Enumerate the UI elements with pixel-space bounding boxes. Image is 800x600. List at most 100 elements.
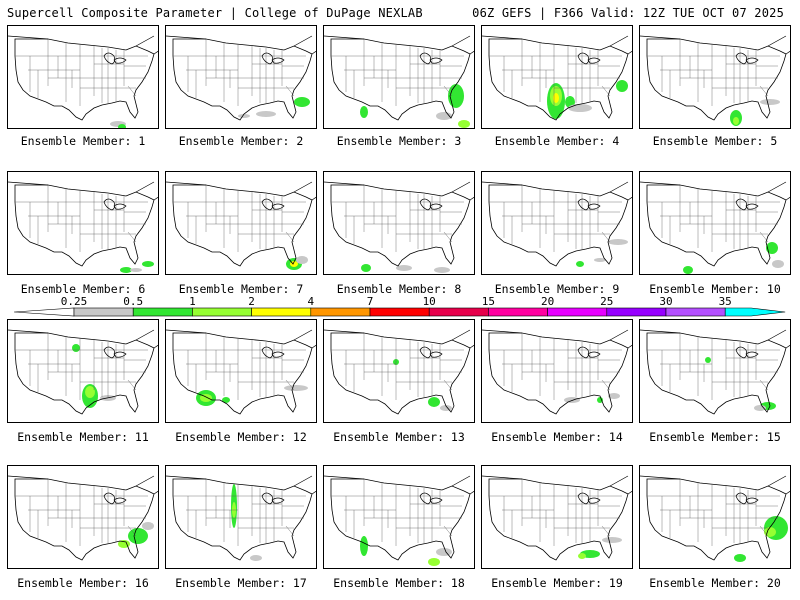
great-lakes-outline bbox=[640, 475, 790, 505]
country-outline bbox=[172, 332, 313, 415]
state-boundaries bbox=[331, 185, 464, 252]
great-lakes-outline bbox=[8, 475, 158, 505]
ensemble-member-map bbox=[639, 319, 791, 423]
scp-shaded-area bbox=[594, 258, 606, 262]
ensemble-member-label: Ensemble Member: 1 bbox=[20, 134, 146, 148]
great-lakes-outline bbox=[324, 35, 474, 65]
scp-shaded-area bbox=[296, 256, 308, 264]
scp-shaded-area bbox=[250, 555, 262, 561]
ensemble-member-label: Ensemble Member: 18 bbox=[333, 576, 465, 590]
state-boundaries bbox=[647, 39, 780, 106]
us-map bbox=[640, 35, 790, 126]
ensemble-member-map bbox=[165, 171, 317, 275]
scp-shaded-area bbox=[705, 357, 711, 363]
country-outline bbox=[488, 478, 629, 561]
scp-shaded-area bbox=[734, 554, 746, 562]
scp-shaded-area bbox=[578, 553, 586, 559]
scp-shaded-area bbox=[142, 261, 154, 267]
ensemble-member-map bbox=[481, 25, 633, 129]
colorbar-tick-label: 15 bbox=[482, 295, 495, 308]
colorbar-tick-label: 1 bbox=[189, 295, 196, 308]
scp-shaded-area bbox=[608, 239, 628, 245]
state-boundaries bbox=[15, 39, 148, 106]
great-lakes-outline bbox=[482, 181, 632, 211]
great-lakes-outline bbox=[166, 181, 316, 211]
scp-shaded-area bbox=[602, 537, 622, 543]
ensemble-member-label: Ensemble Member: 7 bbox=[178, 282, 304, 296]
scp-shaded-area bbox=[222, 397, 230, 403]
state-boundaries bbox=[489, 39, 622, 106]
us-map bbox=[324, 475, 474, 566]
scp-shaded-area bbox=[130, 268, 142, 272]
country-outline bbox=[330, 478, 471, 561]
us-map bbox=[640, 329, 790, 415]
ensemble-member-label: Ensemble Member: 14 bbox=[491, 430, 623, 444]
ensemble-member-map bbox=[481, 171, 633, 275]
scp-shaded-area bbox=[458, 120, 470, 128]
great-lakes-outline bbox=[8, 329, 158, 359]
ensemble-member-map bbox=[165, 319, 317, 423]
us-map bbox=[324, 181, 474, 273]
ensemble-member-label: Ensemble Member: 17 bbox=[175, 576, 307, 590]
ensemble-member-map bbox=[7, 171, 159, 275]
us-map bbox=[482, 329, 632, 415]
colorbar-segment bbox=[547, 307, 608, 317]
us-map bbox=[324, 35, 474, 128]
great-lakes-outline bbox=[640, 329, 790, 359]
country-outline bbox=[646, 478, 787, 561]
ensemble-member-map bbox=[323, 171, 475, 275]
us-map bbox=[482, 181, 632, 267]
colorbar-segment bbox=[192, 307, 252, 317]
colorbar-tick-label: 35 bbox=[719, 295, 732, 308]
colorbar-under-arrow bbox=[13, 307, 75, 317]
us-map bbox=[166, 329, 316, 415]
country-outline bbox=[14, 184, 155, 267]
ensemble-member-map bbox=[7, 319, 159, 423]
state-boundaries bbox=[647, 333, 780, 400]
ensemble-member-label: Ensemble Member: 6 bbox=[20, 282, 146, 296]
scp-shaded-area bbox=[120, 267, 132, 273]
great-lakes-outline bbox=[482, 35, 632, 65]
scp-shaded-area bbox=[616, 80, 628, 92]
scp-shaded-area bbox=[72, 344, 80, 352]
scp-shaded-area bbox=[754, 405, 766, 411]
colorbar-tick-label: 10 bbox=[423, 295, 436, 308]
colorbar-segment bbox=[251, 307, 312, 317]
ensemble-member-label: Ensemble Member: 10 bbox=[649, 282, 781, 296]
great-lakes-outline bbox=[8, 181, 158, 211]
state-boundaries bbox=[173, 333, 306, 400]
colorbar-tick-label: 4 bbox=[307, 295, 314, 308]
color-scale-bar: 0.25 0.5 1 2 4 7 10 15 20 25 30 35 bbox=[13, 295, 786, 317]
great-lakes-outline bbox=[8, 35, 158, 65]
scp-shaded-area bbox=[284, 385, 308, 391]
ensemble-member-label: Ensemble Member: 16 bbox=[17, 576, 149, 590]
us-map bbox=[640, 475, 790, 562]
scp-shaded-area bbox=[142, 522, 154, 530]
country-outline bbox=[14, 332, 155, 415]
great-lakes-outline bbox=[640, 35, 790, 65]
scp-shaded-area bbox=[760, 99, 780, 105]
colorbar-tick-label: 25 bbox=[600, 295, 613, 308]
ensemble-member-map bbox=[165, 465, 317, 569]
scp-shaded-area bbox=[256, 111, 276, 117]
ensemble-member-label: Ensemble Member: 9 bbox=[494, 282, 620, 296]
country-outline bbox=[646, 38, 787, 121]
colorbar-segment bbox=[73, 307, 134, 317]
colorbar-segment bbox=[665, 307, 726, 317]
state-boundaries bbox=[647, 185, 780, 252]
state-boundaries bbox=[15, 479, 148, 546]
state-boundaries bbox=[489, 479, 622, 546]
us-map bbox=[8, 329, 158, 415]
country-outline bbox=[172, 478, 313, 561]
us-map bbox=[166, 181, 316, 270]
scp-shaded-area bbox=[396, 265, 412, 271]
colorbar-tick-label: 30 bbox=[659, 295, 672, 308]
scp-shaded-area bbox=[683, 266, 693, 274]
colorbar-segment bbox=[428, 307, 489, 317]
colorbar-segment bbox=[132, 307, 193, 317]
scp-shaded-area bbox=[597, 397, 603, 403]
scp-shaded-area bbox=[85, 386, 95, 398]
ensemble-member-map bbox=[639, 465, 791, 569]
us-map bbox=[640, 181, 790, 274]
colorbar-tick-label: 0.25 bbox=[61, 295, 88, 308]
